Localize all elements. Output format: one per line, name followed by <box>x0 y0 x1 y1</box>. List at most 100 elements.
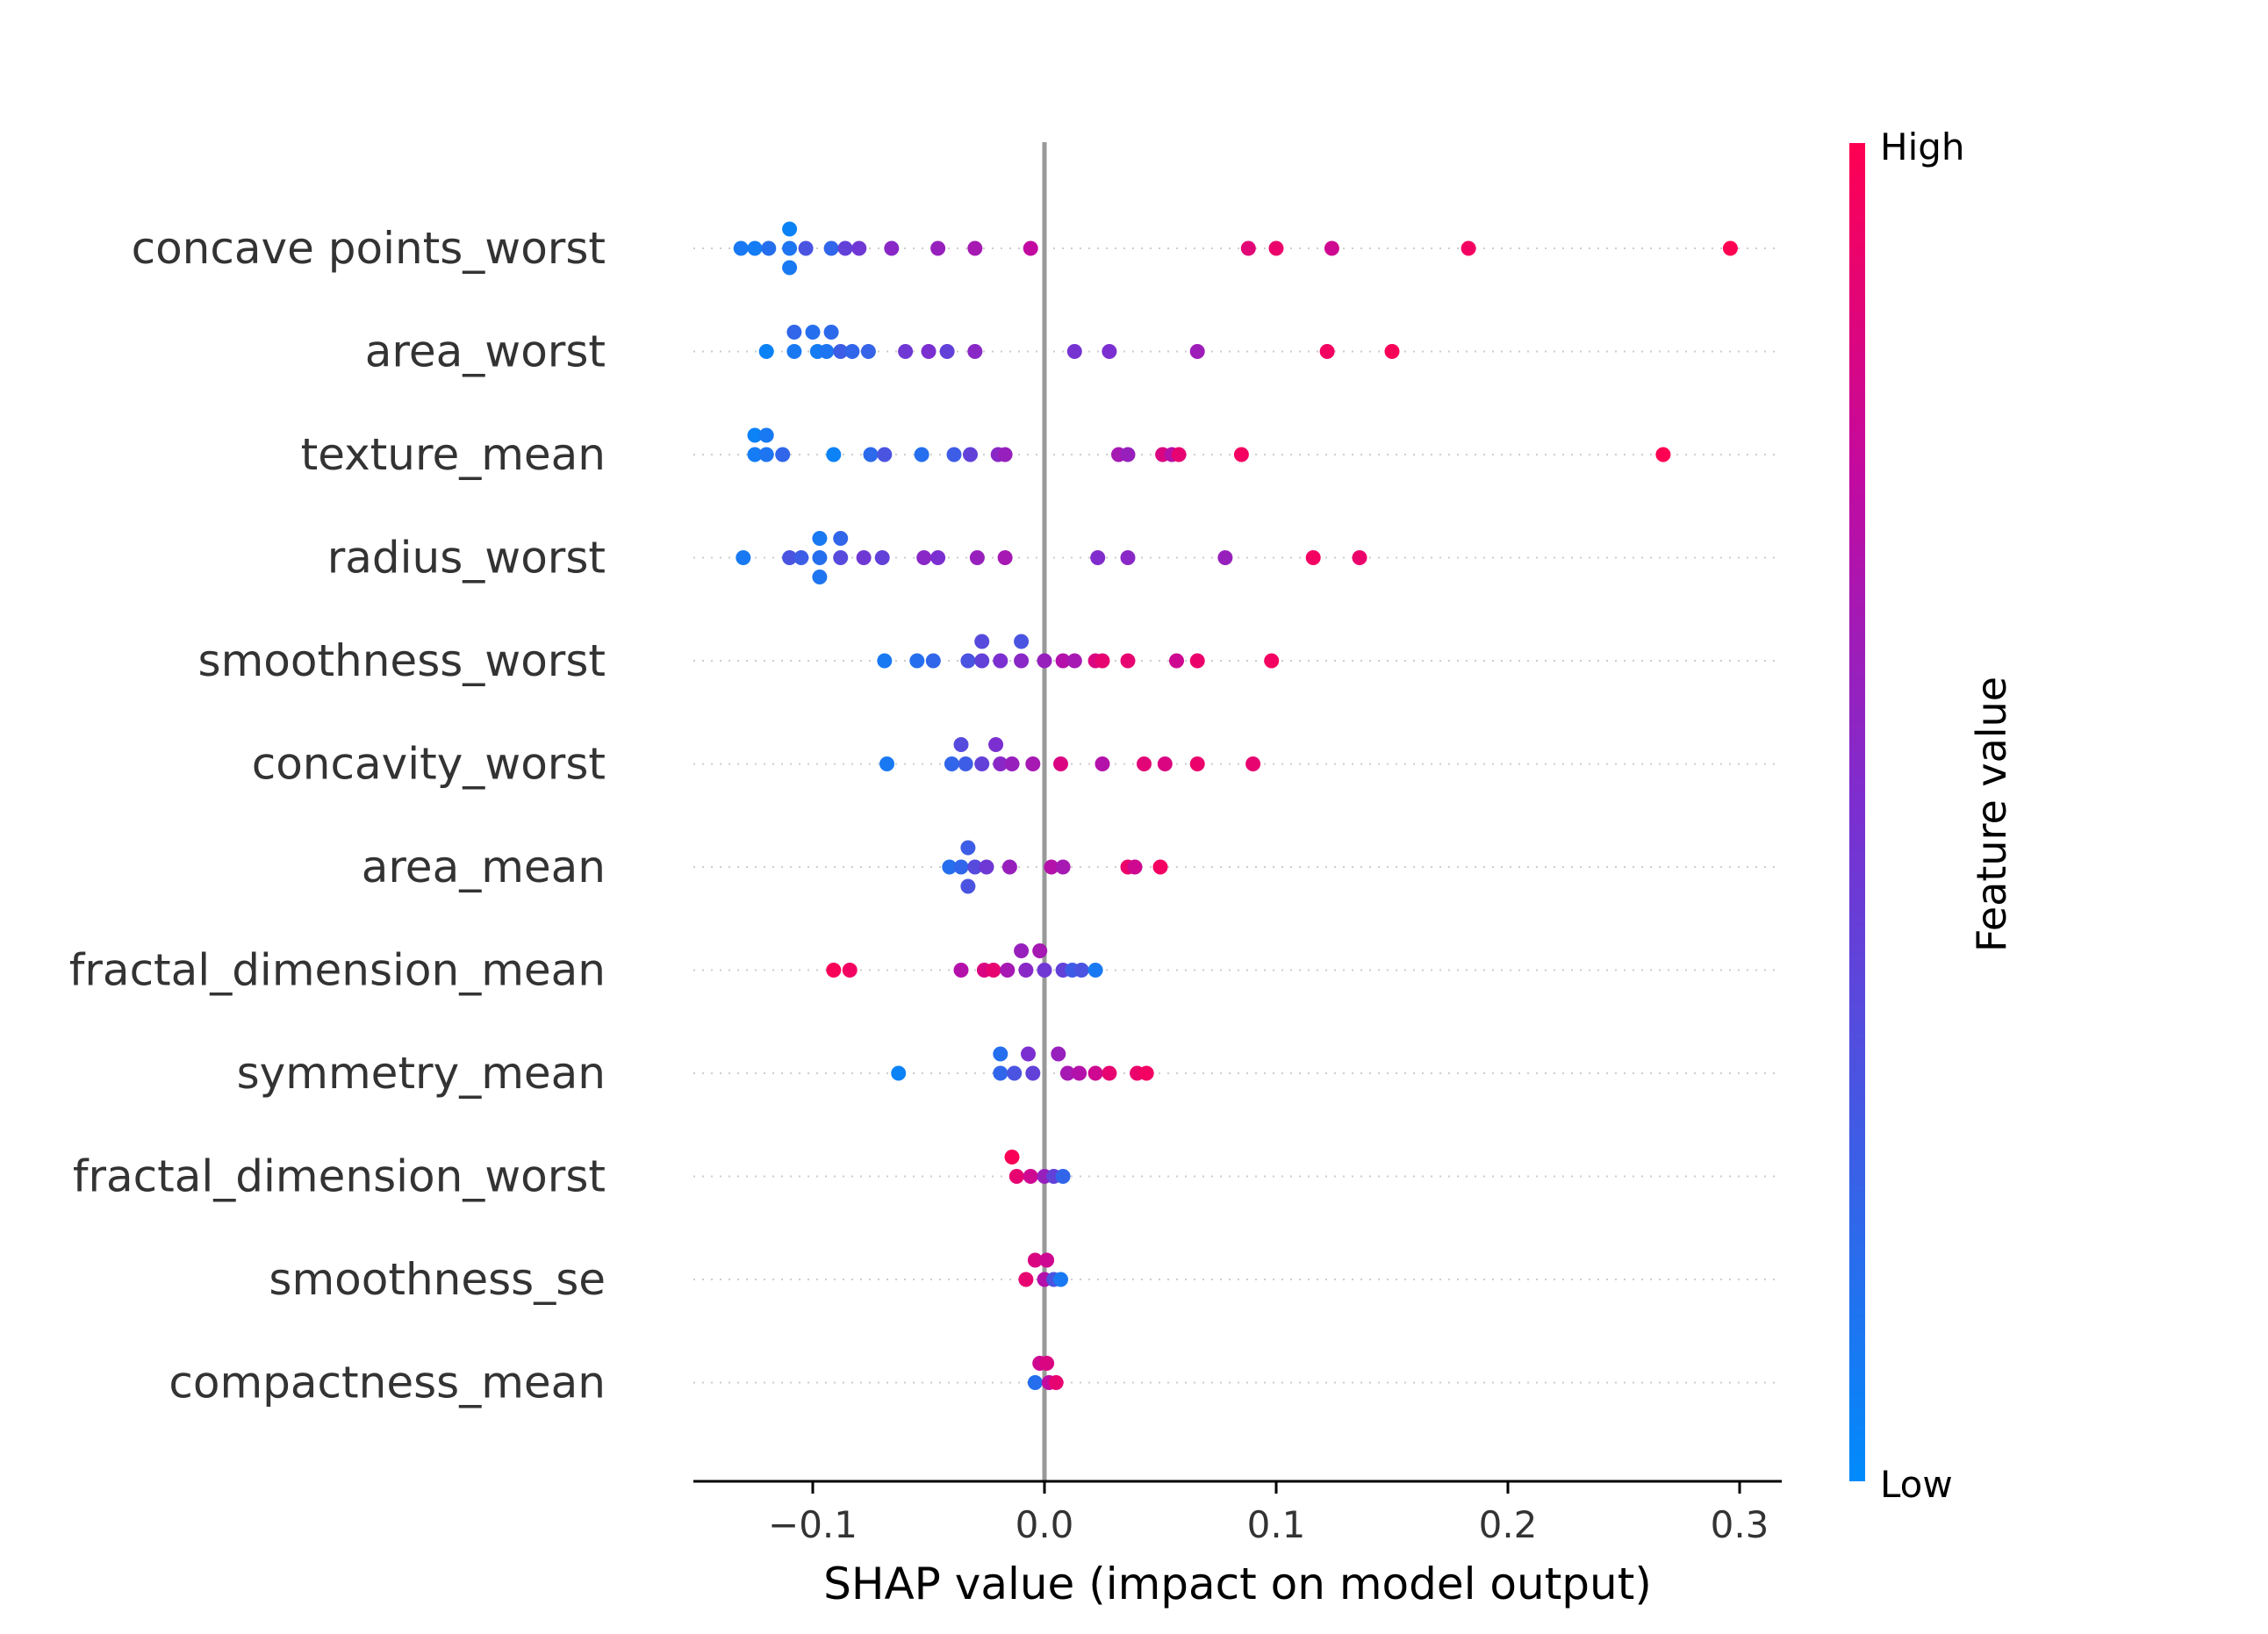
feature-label: fractal_dimension_worst <box>73 1151 606 1202</box>
shap-point <box>1053 756 1068 771</box>
feature-label: smoothness_se <box>269 1254 606 1305</box>
shap-point <box>993 756 1008 771</box>
shap-point <box>1032 943 1048 958</box>
feature-label: compactness_mean <box>169 1358 606 1408</box>
feature-label: smoothness_worst <box>198 635 606 686</box>
shap-point <box>874 550 890 565</box>
shap-point <box>833 550 849 565</box>
shap-point <box>1189 653 1205 669</box>
shap-point <box>988 737 1004 752</box>
feature-label: concavity_worst <box>252 739 606 790</box>
shap-point <box>1120 550 1136 565</box>
shap-point <box>758 344 774 359</box>
shap-point <box>916 550 932 565</box>
shap-point <box>1055 653 1071 669</box>
x-tick-label: 0.3 <box>1711 1503 1769 1546</box>
shap-point <box>1027 1375 1043 1390</box>
shap-point <box>733 240 749 256</box>
shap-point <box>761 240 777 256</box>
feature-label: radius_worst <box>327 533 606 584</box>
shap-point <box>782 260 798 276</box>
shap-point <box>1037 963 1052 978</box>
shap-point <box>1053 1272 1068 1287</box>
shap-point <box>960 653 976 669</box>
shap-point <box>953 963 969 978</box>
shap-point <box>863 447 879 462</box>
shap-point <box>993 1046 1008 1062</box>
shap-point <box>1090 550 1106 565</box>
shap-point <box>812 550 828 565</box>
shap-point <box>967 859 983 875</box>
shap-point <box>993 653 1008 669</box>
shap-point <box>925 653 941 669</box>
shap-point <box>958 756 973 771</box>
shap-point <box>898 344 914 359</box>
shap-point <box>1039 1356 1055 1371</box>
shap-point <box>819 344 835 359</box>
shap-point <box>826 963 842 978</box>
shap-point <box>877 653 893 669</box>
shap-point <box>1152 859 1168 875</box>
shap-point <box>960 840 976 856</box>
shap-point <box>1095 653 1110 669</box>
x-tick-label: 0.1 <box>1247 1503 1306 1546</box>
shap-point <box>1039 1252 1055 1268</box>
shap-point <box>1014 943 1030 958</box>
shap-point <box>877 447 893 462</box>
shap-point <box>914 447 929 462</box>
shap-point <box>986 963 1001 978</box>
shap-point <box>1066 344 1082 359</box>
feature-label: symmetry_mean <box>237 1048 606 1099</box>
shap-point <box>823 240 839 256</box>
shap-point <box>1217 550 1233 565</box>
shap-point <box>1233 447 1249 462</box>
shap-point <box>1384 344 1400 359</box>
shap-point <box>1001 859 1017 875</box>
shap-point <box>1014 653 1030 669</box>
shap-point <box>1120 447 1136 462</box>
shap-point <box>758 447 774 462</box>
shap-point <box>826 447 842 462</box>
shap-point <box>967 240 983 256</box>
shap-point <box>842 963 858 978</box>
shap-point <box>1268 240 1284 256</box>
shap-point <box>833 344 849 359</box>
shap-point <box>979 859 994 875</box>
shap-point <box>1137 756 1152 771</box>
feature-label: fractal_dimension_mean <box>69 945 606 996</box>
shap-point <box>1004 756 1020 771</box>
shap-point <box>967 344 983 359</box>
shap-point <box>1722 240 1738 256</box>
shap-point <box>974 756 990 771</box>
shap-point <box>1073 963 1089 978</box>
shap-point <box>1157 756 1173 771</box>
shap-point <box>974 653 990 669</box>
shap-point <box>758 427 774 443</box>
shap-point <box>974 634 990 649</box>
shap-point <box>1240 240 1256 256</box>
colorbar <box>1849 143 1865 1481</box>
shap-point <box>823 325 839 340</box>
shap-point <box>1055 1169 1071 1184</box>
shap-point <box>775 447 791 462</box>
shap-point <box>1004 1150 1020 1165</box>
shap-point <box>921 344 937 359</box>
shap-point <box>1018 1272 1034 1287</box>
shap-point <box>953 737 969 752</box>
shap-point <box>1023 1169 1038 1184</box>
shap-point <box>747 447 763 462</box>
shap-point <box>1264 653 1280 669</box>
shap-point <box>939 344 955 359</box>
shap-point <box>1245 756 1261 771</box>
shap-point <box>1655 447 1671 462</box>
shap-point <box>1324 240 1339 256</box>
shap-point <box>1008 1169 1024 1184</box>
shap-point <box>1000 963 1016 978</box>
shap-point <box>747 240 763 256</box>
shap-point <box>793 550 809 565</box>
shap-point <box>1127 859 1143 875</box>
feature-label: area_mean <box>362 842 606 892</box>
shap-point <box>1138 1065 1154 1081</box>
shap-point <box>1051 1046 1066 1062</box>
